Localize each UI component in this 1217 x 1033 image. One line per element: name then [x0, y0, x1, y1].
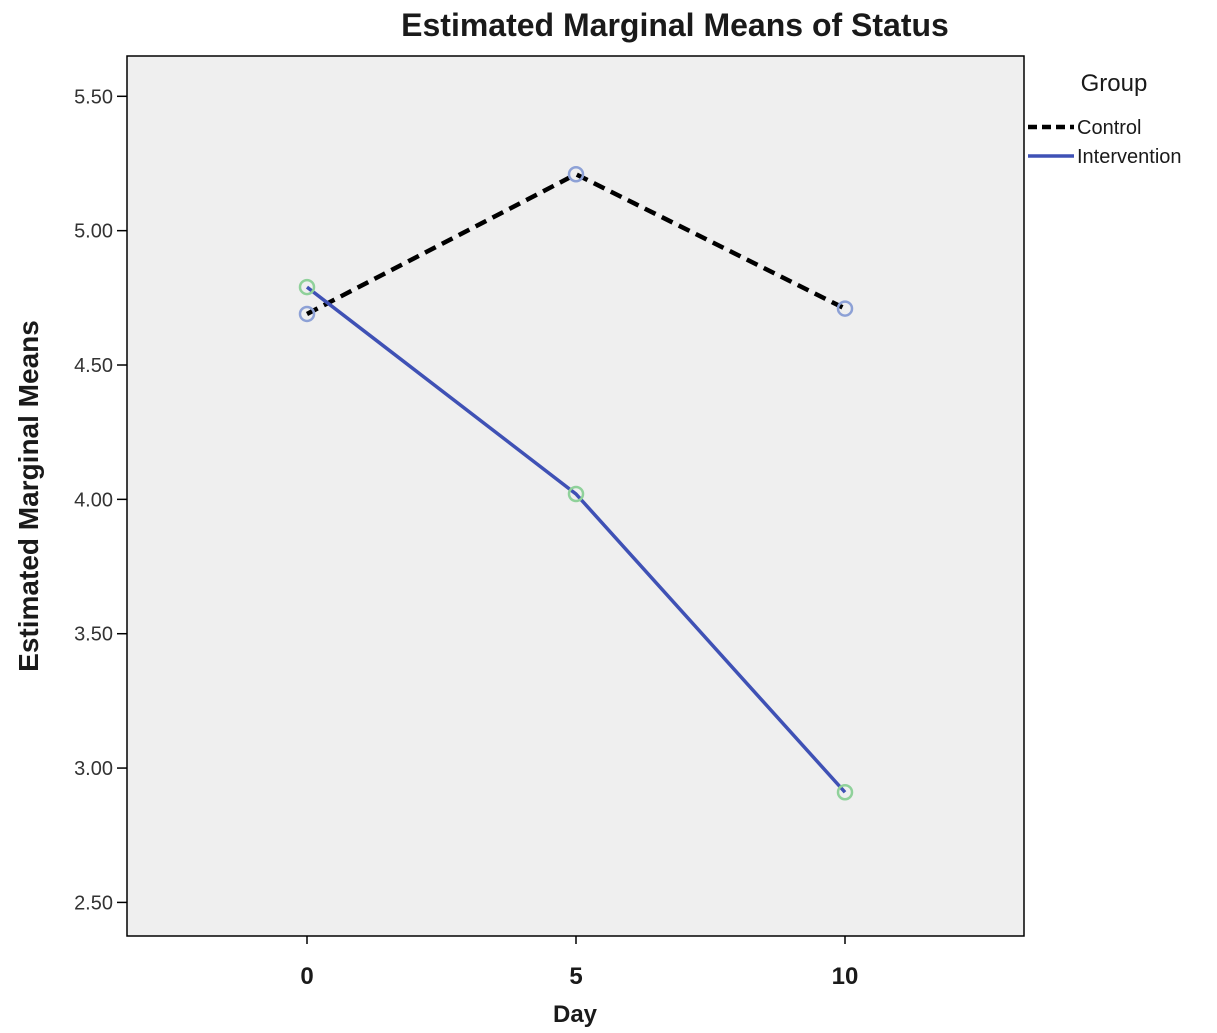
control-data-point — [567, 165, 585, 183]
control-series-line — [305, 171, 847, 316]
intervention-data-point — [298, 278, 316, 296]
y-axis-label: Estimated Marginal Means — [13, 320, 44, 672]
y-tick-label: 5.50 — [74, 86, 113, 108]
intervention-data-point — [836, 783, 854, 801]
control-data-point — [298, 305, 316, 323]
x-tick-label: 0 — [300, 963, 313, 990]
intervention-series-line — [305, 285, 847, 794]
x-tick-label: 5 — [569, 963, 582, 990]
y-tick-label: 3.00 — [74, 758, 113, 780]
y-tick-label: 2.50 — [74, 892, 113, 914]
y-tick-label: 5.00 — [74, 221, 113, 243]
legend: Group Control Intervention — [1028, 70, 1182, 168]
x-axis: 0 5 10 — [300, 936, 858, 990]
y-tick-label: 4.50 — [74, 355, 113, 377]
legend-label-control: Control — [1077, 117, 1141, 139]
legend-title: Group — [1081, 70, 1148, 97]
x-tick-label: 10 — [832, 963, 859, 990]
legend-label-intervention: Intervention — [1077, 146, 1182, 168]
intervention-data-point — [567, 485, 585, 503]
y-tick-label: 4.00 — [74, 489, 113, 511]
x-axis-label: Day — [553, 1001, 598, 1028]
control-data-point — [836, 300, 854, 317]
y-axis: 2.50 3.00 3.50 4.00 4.50 5.00 5.50 — [74, 86, 127, 914]
chart-title: Estimated Marginal Means of Status — [401, 7, 949, 43]
series-layer — [298, 165, 854, 801]
y-tick-label: 3.50 — [74, 624, 113, 646]
